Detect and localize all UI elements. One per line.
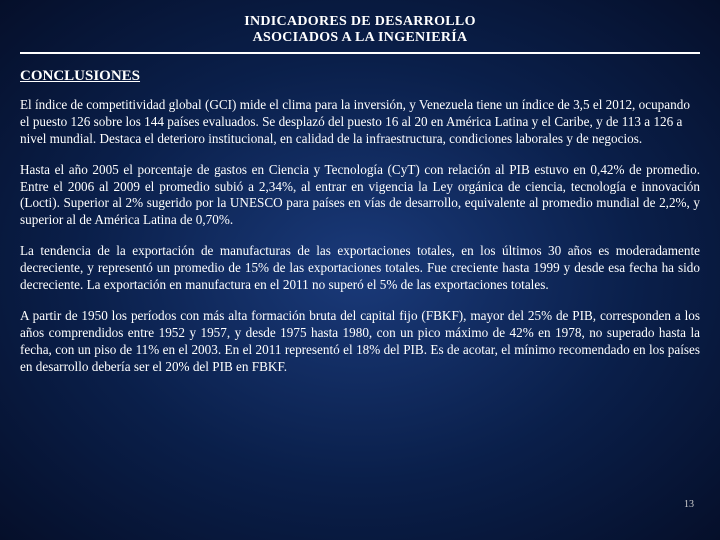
page-number: 13 <box>684 499 694 510</box>
paragraph-2: Hasta el año 2005 el porcentaje de gasto… <box>20 162 700 230</box>
slide-header: INDICADORES DE DESARROLLO ASOCIADOS A LA… <box>20 14 700 46</box>
header-line-2: ASOCIADOS A LA INGENIERÍA <box>20 30 700 46</box>
section-title: CONCLUSIONES <box>20 68 700 85</box>
paragraph-3: La tendencia de la exportación de manufa… <box>20 243 700 294</box>
header-line-1: INDICADORES DE DESARROLLO <box>20 14 700 30</box>
paragraph-1: El índice de competitividad global (GCI)… <box>20 97 700 148</box>
paragraph-4: A partir de 1950 los períodos con más al… <box>20 308 700 376</box>
header-divider <box>20 52 700 54</box>
